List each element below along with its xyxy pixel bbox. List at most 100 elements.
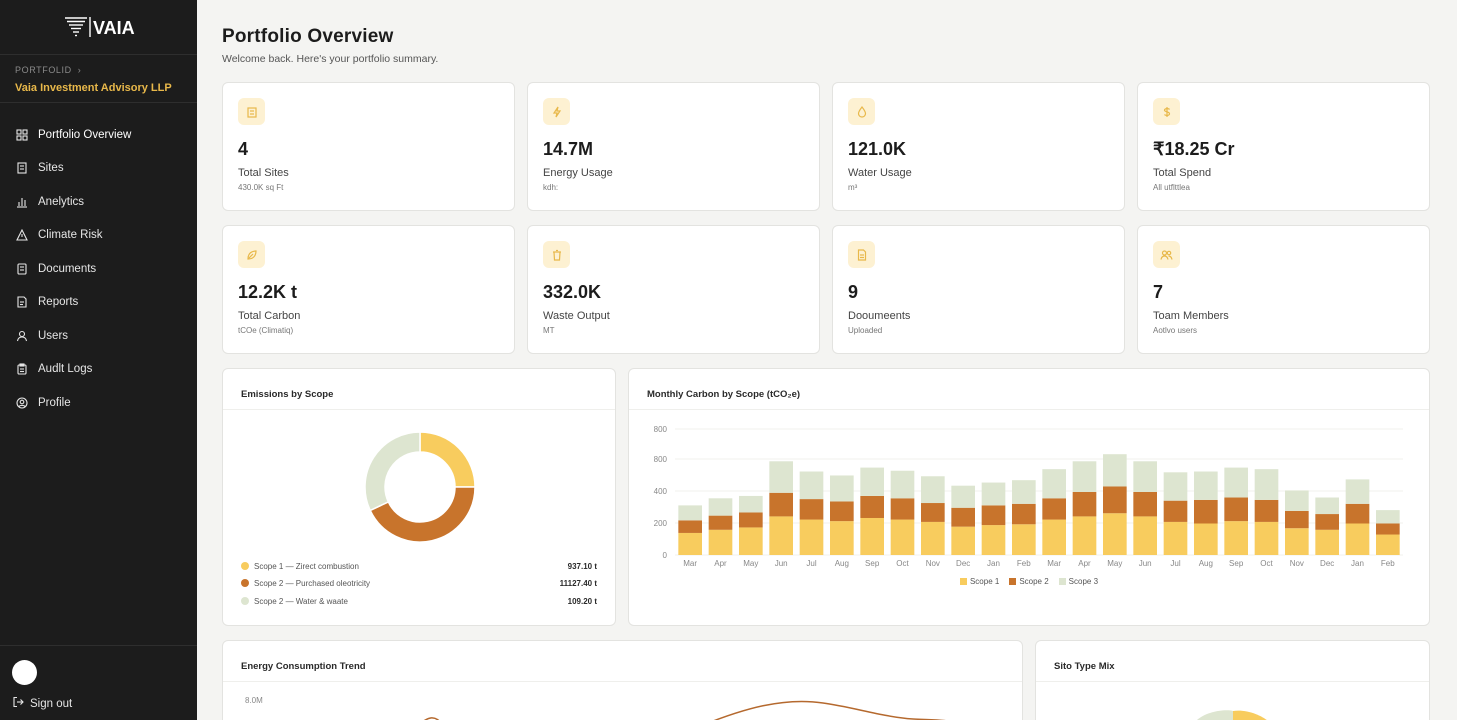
bar-segment-scope2 [1376, 523, 1400, 535]
vaia-logo[interactable]: VAIA [0, 0, 197, 55]
legend-item-scope1[interactable]: Scope 1 [959, 577, 1000, 586]
bar-segment-scope2 [830, 501, 854, 522]
stat-sublabel: m³ [848, 183, 858, 192]
avatar[interactable] [12, 660, 37, 685]
x-tick-label: Feb [1381, 559, 1395, 568]
stat-card-documents[interactable]: 9 Dooumeents Uploaded [832, 225, 1125, 354]
stat-sublabel: kdh: [543, 183, 559, 192]
bar-segment-scope2 [951, 507, 975, 527]
bar-segment-scope1 [890, 519, 915, 555]
bar-segment-scope2 [739, 512, 763, 528]
portfolio-breadcrumb: PORTFOLID › Vaia Investment Advisory LLP [0, 55, 197, 103]
x-tick-label: Mar [683, 559, 697, 568]
bar-segment-scope2 [1224, 497, 1248, 522]
donut-slice [419, 431, 476, 488]
legend-label: Scope 2 [1019, 577, 1049, 586]
bar-segment-scope1 [1042, 519, 1066, 555]
x-tick-label: Dec [1320, 559, 1334, 568]
stat-card-total-spend[interactable]: ₹18.25 Cr Total Spend All utflttlea [1137, 82, 1430, 211]
stat-value: 7 [1153, 282, 1164, 302]
bar-segment-scope1 [830, 521, 854, 555]
x-tick-label: Sep [865, 559, 880, 568]
bar-segment-scope3 [1012, 480, 1036, 504]
scrollbar[interactable] [1451, 0, 1457, 720]
sidebar-item-reports[interactable]: Reports [0, 286, 197, 320]
team-icon [1153, 241, 1180, 268]
bar-segment-scope3 [678, 505, 702, 521]
bar-segment-scope3 [921, 476, 945, 504]
stat-card-team-members[interactable]: 7 Toam Members Aotlvo users [1137, 225, 1430, 354]
stat-card-waste-output[interactable]: 332.0K Waste Output MT [527, 225, 820, 354]
sidebar-item-documents[interactable]: Documents [0, 252, 197, 286]
chevron-right-icon: › [77, 65, 82, 75]
panel-title: Sito Type Mix [1054, 661, 1115, 672]
y-tick-label: 400 [654, 487, 668, 496]
sign-out-button[interactable]: Sign out [12, 696, 72, 711]
x-tick-label: Oct [1260, 559, 1273, 568]
vaia-logo-mark: VAIA [64, 17, 135, 38]
x-tick-label: Dec [956, 559, 970, 568]
legend-item-scope3[interactable]: Scope 3 [1058, 577, 1098, 586]
sidebar-item-profile[interactable]: Profile [0, 386, 197, 420]
bar-segment-scope3 [1163, 472, 1188, 501]
legend-item-scope2[interactable]: Scope 2 [1009, 577, 1049, 586]
stat-sublabel: tCOe (Climatiq) [238, 326, 294, 335]
bar-segment-scope1 [1012, 524, 1036, 555]
bolt-icon [543, 98, 570, 125]
stat-card-total-carbon[interactable]: 12.2K t Total Carbon tCOe (Climatiq) [222, 225, 515, 354]
panel-title: Energy Consumption Trend [241, 661, 366, 672]
bar-segment-scope3 [1345, 479, 1370, 504]
x-tick-label: Feb [1017, 559, 1031, 568]
bar-segment-scope2 [1315, 514, 1339, 530]
y-tick-label: 0 [663, 551, 668, 560]
stat-label: Energy Usage [543, 167, 613, 179]
legend-label: Scope 1 [969, 577, 1000, 586]
stat-sublabel: 430.0K sq Ft [238, 183, 284, 192]
sidebar-item-climate-risk[interactable]: Climate Risk [0, 219, 197, 253]
bar-segment-scope3 [708, 498, 733, 516]
stat-card-total-sites[interactable]: 4 Total Sites 430.0K sq Ft [222, 82, 515, 211]
bar-segment-scope2 [1285, 510, 1309, 529]
sidebar-item-sites[interactable]: Sites [0, 152, 197, 186]
bar-segment-scope1 [1163, 521, 1188, 555]
bar-segment-scope1 [860, 517, 884, 555]
sidebar-item-audit-logs[interactable]: Audlt Logs [0, 353, 197, 387]
bar-segment-scope3 [1315, 497, 1339, 515]
bar-segment-scope3 [1285, 490, 1309, 511]
bar-segment-scope2 [799, 499, 824, 520]
stat-label: Dooumeents [848, 310, 911, 322]
bar-segment-scope1 [981, 525, 1006, 555]
sidebar-item-analytics[interactable]: Anelytics [0, 185, 197, 219]
energy-trend-chart: 8.0M [245, 696, 947, 720]
bar-segment-scope2 [981, 505, 1006, 526]
legend-label: Scope 2 — Water & waate [254, 596, 348, 606]
building-icon [15, 162, 28, 175]
sidebar-item-label: Users [38, 329, 69, 342]
stat-card-energy-usage[interactable]: 14.7M Energy Usage kdh: [527, 82, 820, 211]
stat-value: ₹18.25 Cr [1153, 139, 1235, 159]
emissions-legend-row: Scope 2 — Purchased oleotricity 11127.40… [241, 576, 597, 590]
bar-segment-scope2 [1072, 492, 1097, 517]
warning-icon [15, 229, 28, 242]
organization-name[interactable]: Vaia Investment Advisory LLP [15, 82, 172, 94]
sidebar-item-portfolio-overview[interactable]: Portfolio Overview [0, 118, 197, 152]
bar-segment-scope3 [1254, 469, 1279, 500]
svg-text:VAIA: VAIA [93, 18, 135, 38]
monthly-carbon-bar-chart: 0 200 400 800 800 Mar Apr May Jun Jul Aug Sep Oct Nov… [654, 425, 1403, 568]
stat-card-water-usage[interactable]: 121.0K Water Usage m³ [832, 82, 1125, 211]
bar-segment-scope2 [1042, 498, 1066, 520]
bar-segment-scope2 [1254, 499, 1279, 522]
donut-slice [369, 486, 476, 543]
panel-title: Monthly Carbon by Scope (tCO₂e) [647, 389, 801, 400]
sidebar-item-users[interactable]: Users [0, 319, 197, 353]
sidebar-footer: Sign out [0, 645, 197, 720]
x-tick-label: Apr [1078, 559, 1091, 568]
scope3-swatch [241, 597, 249, 605]
stat-value: 12.2K t [238, 282, 298, 302]
bar-segment-scope2 [1103, 486, 1127, 514]
bar-segment-scope2 [769, 492, 793, 517]
bar-segment-scope1 [678, 532, 702, 555]
bar-segment-scope1 [1285, 528, 1309, 555]
bar-segment-scope2 [890, 498, 915, 520]
sidebar-item-label: Profile [38, 396, 71, 409]
